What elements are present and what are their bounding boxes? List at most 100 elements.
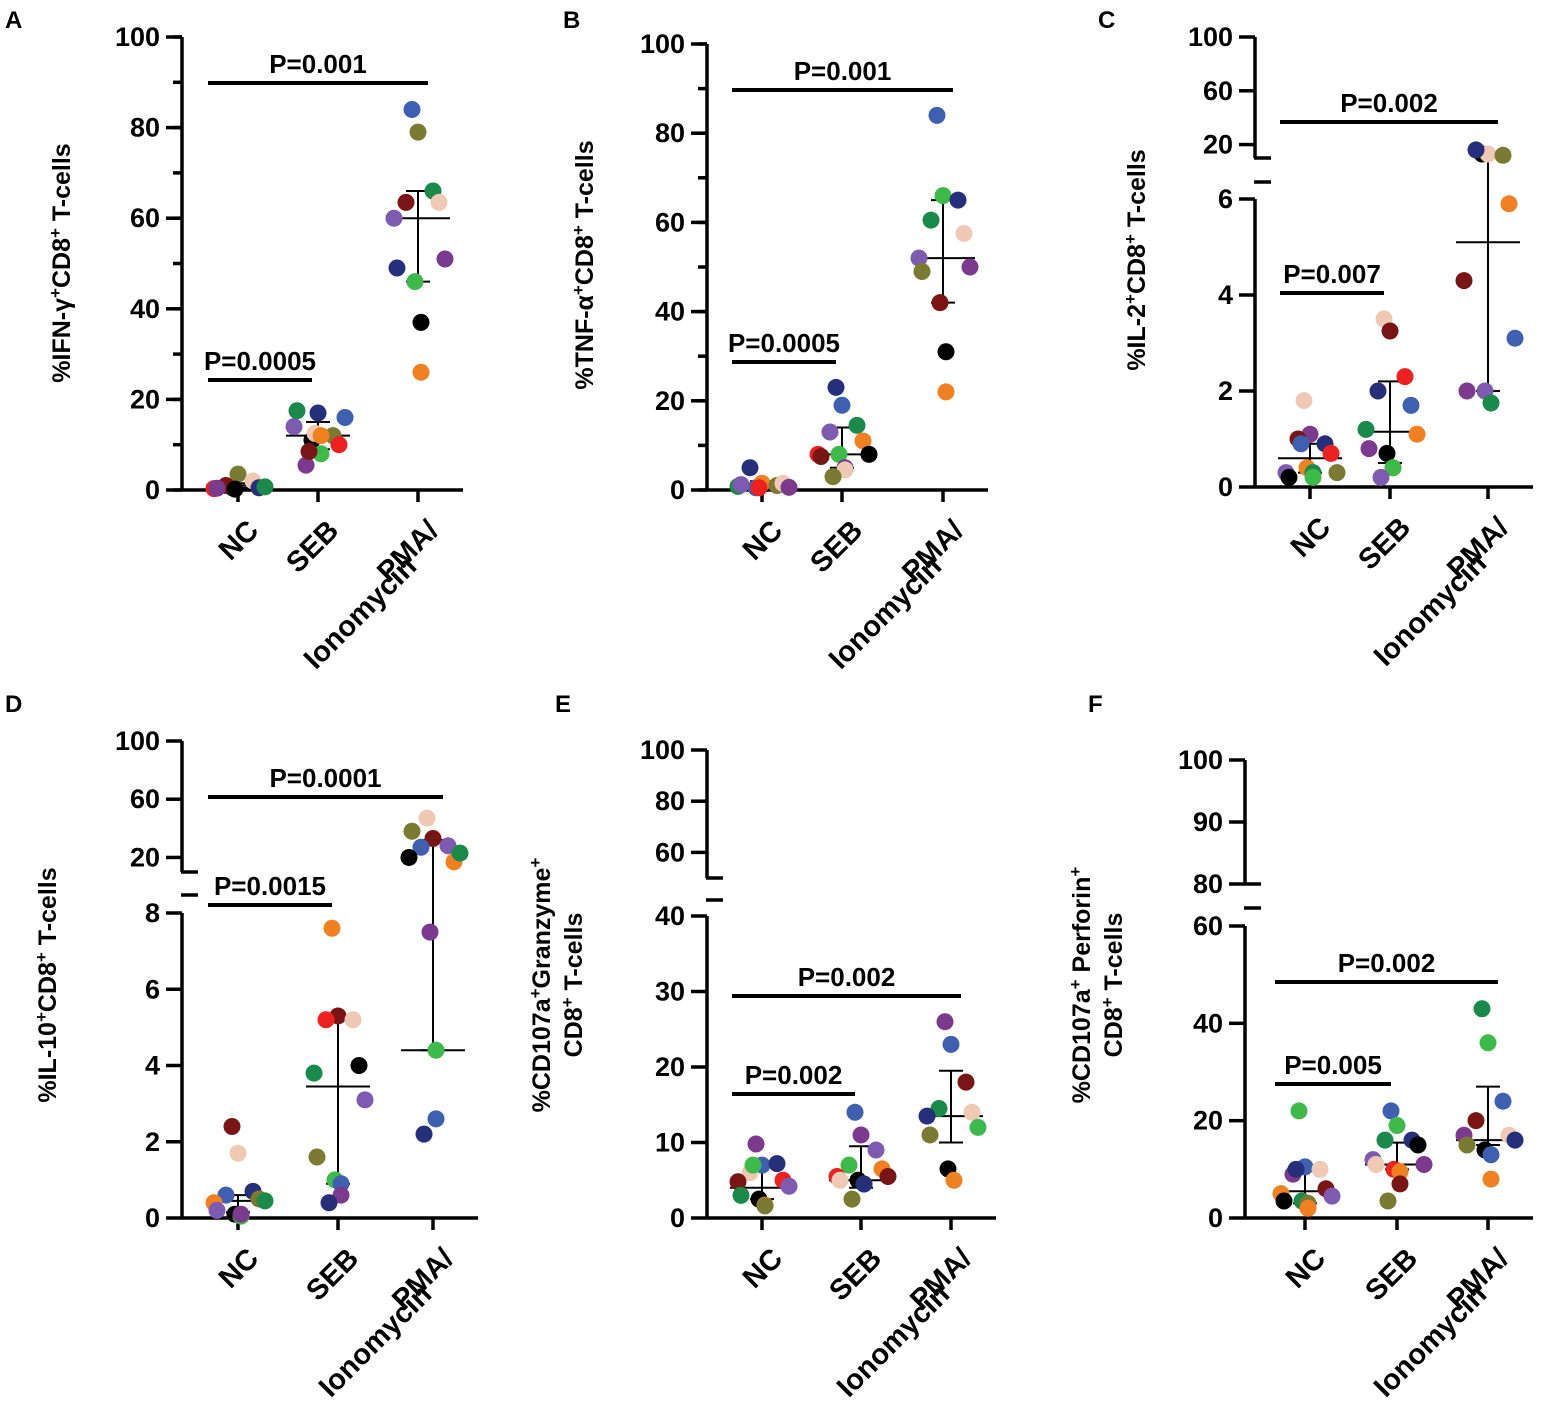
panel-d-ylabel: %IL-10+CD8+ T-cells <box>32 867 62 1102</box>
panel-c-data-point <box>1369 382 1387 400</box>
panel-a-data-point <box>297 456 315 474</box>
panel-e-data-point <box>963 1103 981 1121</box>
panel-c-letter: C <box>1098 7 1115 34</box>
panel-f-ylabel-part: T-cells <box>1100 913 1128 998</box>
panel-d-ylabel-part: + <box>32 1012 51 1022</box>
panel-d-data-point <box>256 1192 274 1210</box>
panel-c-y-tick-label-upper: 20 <box>1203 130 1233 160</box>
panel-e-data-point <box>846 1103 864 1121</box>
panel-a-ylabel-part: %IFN-γ <box>48 298 76 383</box>
panel-c-y-tick-label: 4 <box>1218 280 1233 310</box>
panel-f-data-point <box>1458 1136 1476 1154</box>
panel-e-y-tick-label-upper: 60 <box>655 837 685 867</box>
panel-f-y-tick-label: 60 <box>1193 911 1223 941</box>
panel-c-category-label: Ionomycin <box>1368 547 1493 672</box>
panel-a-data-point <box>385 209 403 227</box>
panel-f-ylabel-part: %CD107a <box>1068 988 1096 1103</box>
panel-a-data-point <box>412 313 430 331</box>
panel-f-data-point <box>1506 1131 1524 1149</box>
panel-c-category-label: NC <box>1285 511 1337 563</box>
panel-e-data-point <box>936 1013 954 1031</box>
panel-d-data-point <box>415 1125 433 1143</box>
panel-a-y-tick-label: 60 <box>130 203 160 233</box>
panel-b-data-point <box>824 468 842 486</box>
panel-f-group <box>1364 1102 1433 1210</box>
panel-d-y-tick-label: 6 <box>145 974 160 1004</box>
panel-c-data-point <box>1500 195 1518 213</box>
panel-c-data-point <box>1408 425 1426 443</box>
panel-b-group <box>809 378 878 486</box>
panel-e-y-tick-label: 40 <box>655 901 685 931</box>
panel-c-data-point <box>1360 440 1378 458</box>
panel-b-data-point <box>812 448 830 466</box>
panel-e-ylabel-part: + <box>558 997 577 1007</box>
panel-c-ylabel-part: + <box>1121 294 1140 304</box>
panel-e-data-point <box>969 1118 987 1136</box>
panel-f-ylabel-part: CD8 <box>1100 1007 1128 1057</box>
panel-d-p-value-label: P=0.0015 <box>214 871 326 901</box>
panel-e-p-value-label: P=0.002 <box>745 1060 843 1090</box>
panel-d-ylabel-part: CD8 <box>34 962 62 1012</box>
panel-e-data-point <box>732 1186 750 1204</box>
panel-f-data-point <box>1415 1155 1433 1173</box>
panel-f-group <box>1455 1000 1524 1188</box>
panel-e-data-point <box>921 1126 939 1144</box>
panel-d-data-point <box>400 848 418 866</box>
panel-a-ylabel-part: CD8 <box>48 238 76 288</box>
panel-c-data-point <box>1378 444 1396 462</box>
panel-b-y-tick-label: 80 <box>655 118 685 148</box>
panel-a-group <box>385 100 454 381</box>
panel-a-data-point <box>229 465 247 483</box>
panel-a-data-point <box>300 442 318 460</box>
panel-f-p-value-label: P=0.002 <box>1338 948 1436 978</box>
panel-e-ylabel-part: Granzyme <box>528 867 556 988</box>
panel-f-ylabel-line2: CD8+ T-cells <box>1098 913 1128 1058</box>
panel-f-y-tick-label-upper: 100 <box>1178 745 1223 775</box>
panel-c-y-tick-label-upper: 100 <box>1188 22 1233 52</box>
panel-b-data-point <box>780 478 798 496</box>
panel-a-data-point <box>226 480 244 498</box>
panel-f-p-value-label: P=0.005 <box>1284 1050 1382 1080</box>
panel-c-y-tick-label: 0 <box>1218 472 1233 502</box>
panel-d-y-tick-label: 4 <box>145 1051 160 1081</box>
panel-b-data-point <box>750 479 768 497</box>
panel-a-data-point <box>256 478 274 496</box>
panel-d-data-point <box>356 1091 374 1109</box>
panel-b-y-tick-label: 60 <box>655 207 685 237</box>
panel-b-data-point <box>934 187 952 205</box>
panel-d-ylabel-part: T-cells <box>34 867 62 952</box>
panel-a-category-label: SEB <box>280 514 345 579</box>
panel-b-data-point <box>833 396 851 414</box>
panel-e-data-point <box>942 1035 960 1053</box>
panel-f-ylabel-line1: %CD107a+ Perforin+ <box>1066 867 1096 1104</box>
panel-f-data-point <box>1275 1192 1293 1210</box>
panel-d-data-point <box>424 830 442 848</box>
panel-c-ylabel-part: T-cells <box>1123 149 1151 234</box>
panel-a-data-point <box>285 418 303 436</box>
panel-c-y-tick-label-upper: 60 <box>1203 76 1233 106</box>
panel-a-data-point <box>288 402 306 420</box>
panel-c-data-point <box>1372 468 1390 486</box>
panel-e-ylabel-line2: CD8+ T-cells <box>558 913 588 1058</box>
panel-b-y-tick-label: 20 <box>655 386 685 416</box>
panel-e-ylabel-part: %CD107a <box>528 997 556 1112</box>
panel-a-p-value-label: P=0.001 <box>269 49 367 79</box>
panel-d-y-tick-label: 2 <box>145 1127 160 1157</box>
panel-f-y-tick-label-upper: 90 <box>1193 807 1223 837</box>
panel-c-data-point <box>1467 141 1485 159</box>
panel-a-data-point <box>430 193 448 211</box>
panel-c-group <box>1277 392 1346 486</box>
panel-f-data-point <box>1473 1000 1491 1018</box>
panel-b-data-point <box>949 191 967 209</box>
panel-e-category-label: NC <box>737 1242 789 1294</box>
panel-c-category-label: SEB <box>1352 511 1417 576</box>
panel-e-data-point <box>831 1171 849 1189</box>
panel-c-data-point <box>1292 435 1310 453</box>
panel-b-category-label: Ionomycin <box>823 550 948 675</box>
panel-e-p-value-label: P=0.002 <box>798 962 896 992</box>
panel-f-letter: F <box>1088 691 1103 718</box>
